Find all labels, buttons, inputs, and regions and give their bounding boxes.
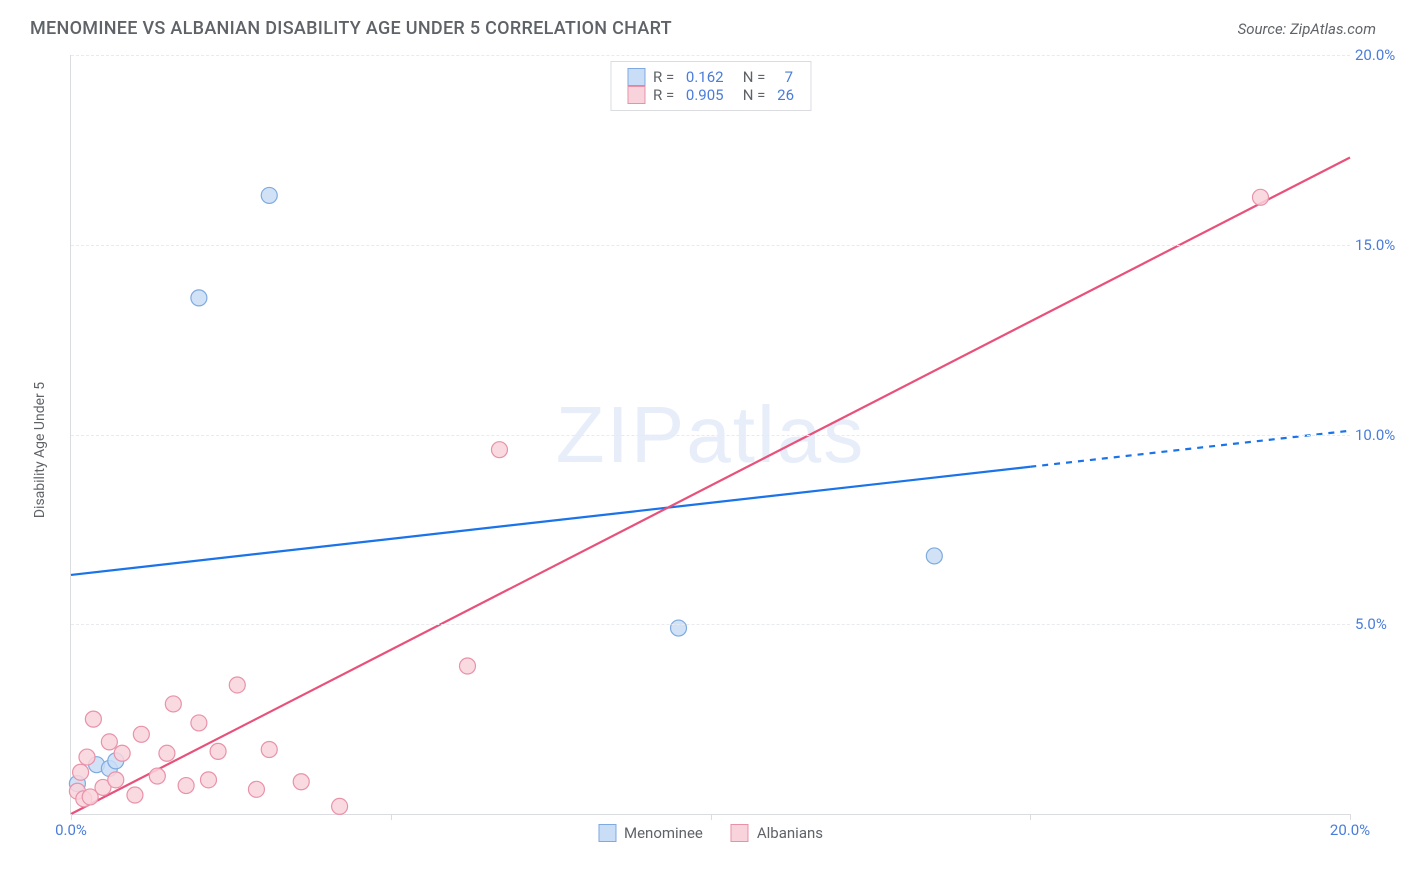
- legend-stats: R = 0.162 N = 7R = 0.905 N = 26: [610, 61, 811, 111]
- x-tick-label: 0.0%: [55, 821, 87, 839]
- y-tick-label: 15.0%: [1355, 236, 1406, 254]
- data-point: [459, 658, 475, 674]
- data-point: [200, 772, 216, 788]
- legend-series-item: Menominee: [598, 824, 703, 842]
- x-tick-mark: [1350, 814, 1351, 820]
- data-point: [73, 764, 89, 780]
- data-point: [149, 768, 165, 784]
- legend-series-item: Albanians: [731, 824, 823, 842]
- data-point: [101, 734, 117, 750]
- data-point: [178, 778, 194, 794]
- plot-area: ZIPatlas R = 0.162 N = 7R = 0.905 N = 26…: [70, 55, 1350, 815]
- legend-n-value: 26: [777, 86, 794, 104]
- data-point: [671, 620, 687, 636]
- legend-stats-row: R = 0.905 N = 26: [627, 86, 794, 104]
- data-point: [191, 715, 207, 731]
- data-point: [261, 187, 277, 203]
- chart-title: MENOMINEE VS ALBANIAN DISABILITY AGE UND…: [30, 18, 672, 39]
- legend-r-label: R =: [653, 68, 678, 86]
- x-tick-mark: [71, 814, 72, 820]
- x-tick-mark: [711, 814, 712, 820]
- data-point: [85, 711, 101, 727]
- data-point: [261, 741, 277, 757]
- data-point: [191, 290, 207, 306]
- trend-line: [71, 467, 1030, 575]
- x-tick-label: 20.0%: [1330, 821, 1370, 839]
- data-point: [114, 745, 130, 761]
- legend-series-label: Albanians: [757, 824, 823, 842]
- legend-stats-row: R = 0.162 N = 7: [627, 68, 794, 86]
- x-tick-mark: [1030, 814, 1031, 820]
- legend-swatch: [627, 68, 645, 86]
- y-tick-label: 20.0%: [1355, 46, 1406, 64]
- gridline: [71, 245, 1350, 246]
- legend-swatch: [731, 824, 749, 842]
- chart-source: Source: ZipAtlas.com: [1238, 20, 1376, 38]
- gridline: [71, 55, 1350, 56]
- chart-header: MENOMINEE VS ALBANIAN DISABILITY AGE UND…: [0, 0, 1406, 49]
- trend-line-extrapolated: [1030, 431, 1350, 467]
- legend-series-label: Menominee: [624, 824, 703, 842]
- data-point: [133, 726, 149, 742]
- legend-swatch: [627, 86, 645, 104]
- data-point: [165, 696, 181, 712]
- data-point: [926, 548, 942, 564]
- legend-r-value: 0.162: [686, 68, 724, 86]
- data-point: [332, 798, 348, 814]
- data-point: [127, 787, 143, 803]
- legend-r-label: R =: [653, 86, 678, 104]
- legend-n-value: 7: [777, 68, 793, 86]
- legend-n-label: N =: [732, 68, 770, 86]
- y-axis-label: Disability Age Under 5: [32, 382, 48, 518]
- data-point: [159, 745, 175, 761]
- data-point: [248, 781, 264, 797]
- gridline: [71, 435, 1350, 436]
- chart-container: Disability Age Under 5 ZIPatlas R = 0.16…: [50, 55, 1380, 845]
- legend-swatch: [598, 824, 616, 842]
- data-point: [229, 677, 245, 693]
- x-tick-mark: [391, 814, 392, 820]
- trend-line: [71, 157, 1350, 814]
- legend-n-label: N =: [732, 86, 770, 104]
- data-point: [210, 743, 226, 759]
- data-point: [293, 774, 309, 790]
- legend-r-value: 0.905: [686, 86, 724, 104]
- gridline: [71, 624, 1350, 625]
- legend-series: Menominee Albanians: [598, 824, 823, 842]
- y-tick-label: 10.0%: [1355, 426, 1406, 444]
- data-point: [1252, 189, 1268, 205]
- y-tick-label: 5.0%: [1355, 615, 1406, 633]
- data-point: [491, 442, 507, 458]
- data-point: [108, 772, 124, 788]
- data-point: [79, 749, 95, 765]
